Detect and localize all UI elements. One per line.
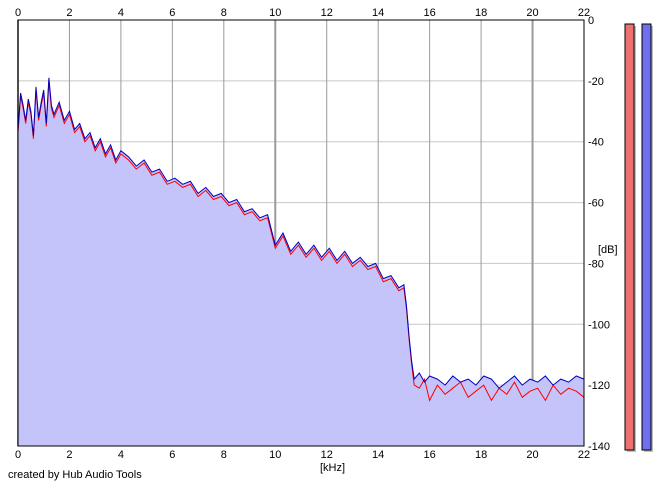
plot-frame — [17, 19, 585, 447]
x-tick-label-bottom: 18 — [475, 449, 487, 461]
x-tick-label-bottom: 22 — [578, 449, 590, 461]
x-tick-label-bottom: 12 — [321, 449, 333, 461]
y-tick-label: -100 — [588, 319, 610, 331]
x-tick-label-top: 18 — [475, 7, 487, 19]
x-tick-label-bottom: 16 — [424, 449, 436, 461]
x-tick-label-bottom: 0 — [15, 449, 21, 461]
y-tick-label: -120 — [588, 380, 610, 392]
x-tick-label-bottom: 8 — [221, 449, 227, 461]
x-tick-label-bottom: 14 — [372, 449, 384, 461]
spectrum-lines — [17, 77, 585, 402]
x-tick-label-top: 12 — [321, 7, 333, 19]
y-tick-label: -140 — [588, 441, 610, 453]
y-tick-label: -60 — [588, 198, 604, 210]
x-tick-label-top: 0 — [15, 7, 21, 19]
x-tick-label-top: 6 — [169, 7, 175, 19]
x-tick-labels-top: 0 2 4 6 8 10 12 14 16 18 20 22 — [15, 7, 590, 19]
x-tick-label-top: 2 — [66, 7, 72, 19]
x-tick-label-top: 20 — [526, 7, 538, 19]
x-tick-label-top: 10 — [269, 7, 281, 19]
level-meters — [624, 23, 653, 452]
x-tick-label-top: 14 — [372, 7, 384, 19]
y-tick-label: -20 — [588, 76, 604, 88]
spectrum-line-2 — [17, 80, 585, 402]
x-tick-label-bottom: 2 — [66, 449, 72, 461]
y-tick-label: -80 — [588, 258, 604, 270]
x-tick-labels-bottom: 0 2 4 6 8 10 12 14 16 18 20 22 — [15, 449, 590, 461]
level-meter-2 — [641, 23, 652, 451]
x-tick-label-top: 8 — [221, 7, 227, 19]
credit-text: created by Hub Audio Tools — [8, 469, 142, 481]
spectrum-line-1 — [17, 77, 585, 389]
x-tick-label-top: 22 — [578, 7, 590, 19]
spectrum-area — [18, 77, 584, 447]
x-tick-label-bottom: 4 — [118, 449, 124, 461]
y-tick-label: -40 — [588, 137, 604, 149]
level-meter-1 — [624, 23, 635, 451]
y-axis-label: [dB] — [598, 244, 618, 256]
x-tick-label-bottom: 10 — [269, 449, 281, 461]
x-tick-label-bottom: 6 — [169, 449, 175, 461]
x-tick-label-top: 16 — [424, 7, 436, 19]
x-tick-label-bottom: 20 — [526, 449, 538, 461]
x-axis-label: [kHz] — [320, 462, 345, 474]
x-tick-label-top: 4 — [118, 7, 124, 19]
y-tick-label: 0 — [588, 15, 594, 27]
y-tick-labels: 0 -20 -40 -60 -80 -100 -120 -140 — [588, 15, 610, 453]
